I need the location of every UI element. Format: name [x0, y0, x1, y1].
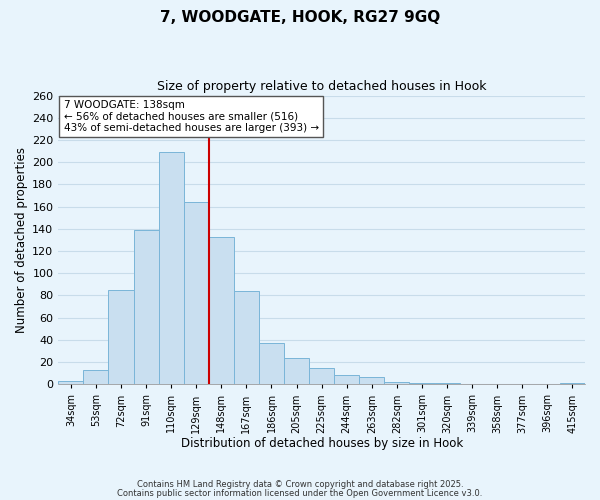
Bar	[259, 343, 284, 384]
Bar	[158, 152, 184, 384]
Bar	[334, 376, 359, 384]
Bar	[83, 370, 109, 384]
Bar	[58, 381, 83, 384]
Bar	[209, 236, 234, 384]
Bar	[184, 202, 209, 384]
Bar	[234, 291, 259, 384]
Text: 7, WOODGATE, HOOK, RG27 9GQ: 7, WOODGATE, HOOK, RG27 9GQ	[160, 10, 440, 25]
Bar	[434, 383, 460, 384]
Bar	[409, 383, 434, 384]
Bar	[359, 376, 385, 384]
X-axis label: Distribution of detached houses by size in Hook: Distribution of detached houses by size …	[181, 437, 463, 450]
Text: Contains public sector information licensed under the Open Government Licence v3: Contains public sector information licen…	[118, 489, 482, 498]
Bar	[284, 358, 309, 384]
Bar	[560, 383, 585, 384]
Y-axis label: Number of detached properties: Number of detached properties	[15, 147, 28, 333]
Bar	[109, 290, 134, 384]
Text: 7 WOODGATE: 138sqm
← 56% of detached houses are smaller (516)
43% of semi-detach: 7 WOODGATE: 138sqm ← 56% of detached hou…	[64, 100, 319, 133]
Title: Size of property relative to detached houses in Hook: Size of property relative to detached ho…	[157, 80, 487, 93]
Bar	[309, 368, 334, 384]
Bar	[134, 230, 158, 384]
Text: Contains HM Land Registry data © Crown copyright and database right 2025.: Contains HM Land Registry data © Crown c…	[137, 480, 463, 489]
Bar	[385, 382, 409, 384]
